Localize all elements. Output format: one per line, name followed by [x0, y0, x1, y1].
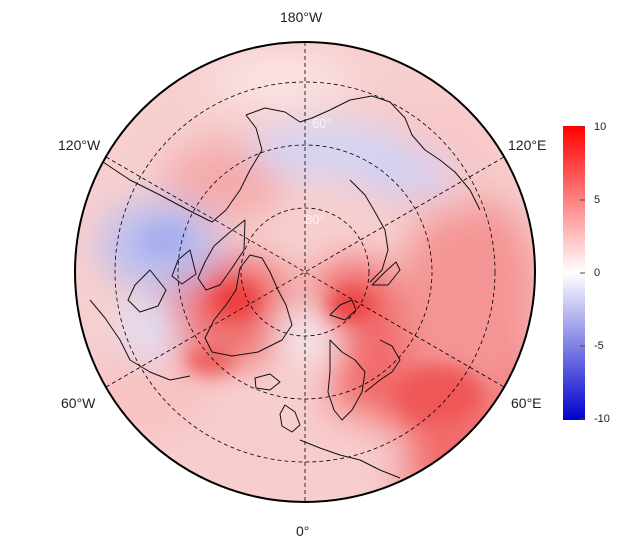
lon-label-180w: 180°W [280, 9, 323, 25]
lon-label-0: 0° [296, 523, 310, 539]
graticule [105, 42, 505, 502]
lat-label-60: 60° [312, 116, 332, 131]
colorbar-tick-minus5: -5 [594, 340, 604, 352]
colorbar-tick-10: 10 [594, 121, 607, 133]
colorbar-tick-minus10: -10 [594, 413, 610, 425]
map-boundary [74, 41, 536, 503]
lat-label-80: 80° [305, 212, 325, 227]
colorbar [563, 126, 585, 420]
lon-label-60w: 60°W [61, 395, 96, 411]
lon-label-120w: 120°W [58, 137, 101, 153]
colorbar-tick-5: 5 [594, 194, 601, 206]
colorbar-tick-0: 0 [594, 267, 601, 279]
latitude-circle-60 [114, 81, 496, 463]
lon-label-60e: 60°E [511, 395, 542, 411]
coastlines [89, 95, 481, 479]
lon-label-120e: 120°E [508, 137, 547, 153]
colorbar-ticks [580, 126, 585, 420]
